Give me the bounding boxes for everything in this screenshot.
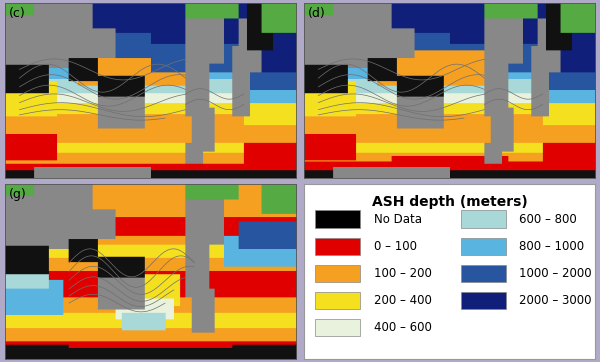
Text: 1000 – 2000: 1000 – 2000 <box>520 267 592 280</box>
Text: (d): (d) <box>308 7 326 20</box>
FancyBboxPatch shape <box>461 210 506 228</box>
FancyBboxPatch shape <box>461 237 506 255</box>
Text: 0 – 100: 0 – 100 <box>374 240 416 253</box>
Text: (g): (g) <box>9 189 27 201</box>
Text: 400 – 600: 400 – 600 <box>374 321 431 334</box>
Text: No Data: No Data <box>374 212 422 226</box>
FancyBboxPatch shape <box>316 319 361 336</box>
Text: 100 – 200: 100 – 200 <box>374 267 431 280</box>
FancyBboxPatch shape <box>461 292 506 309</box>
FancyBboxPatch shape <box>316 292 361 309</box>
Text: ASH depth (meters): ASH depth (meters) <box>371 194 527 209</box>
FancyBboxPatch shape <box>316 210 361 228</box>
Text: 200 – 400: 200 – 400 <box>374 294 431 307</box>
FancyBboxPatch shape <box>316 237 361 255</box>
Text: 600 – 800: 600 – 800 <box>520 212 577 226</box>
FancyBboxPatch shape <box>316 265 361 282</box>
Text: 2000 – 3000: 2000 – 3000 <box>520 294 592 307</box>
Text: 800 – 1000: 800 – 1000 <box>520 240 584 253</box>
FancyBboxPatch shape <box>461 265 506 282</box>
Text: (c): (c) <box>9 7 26 20</box>
